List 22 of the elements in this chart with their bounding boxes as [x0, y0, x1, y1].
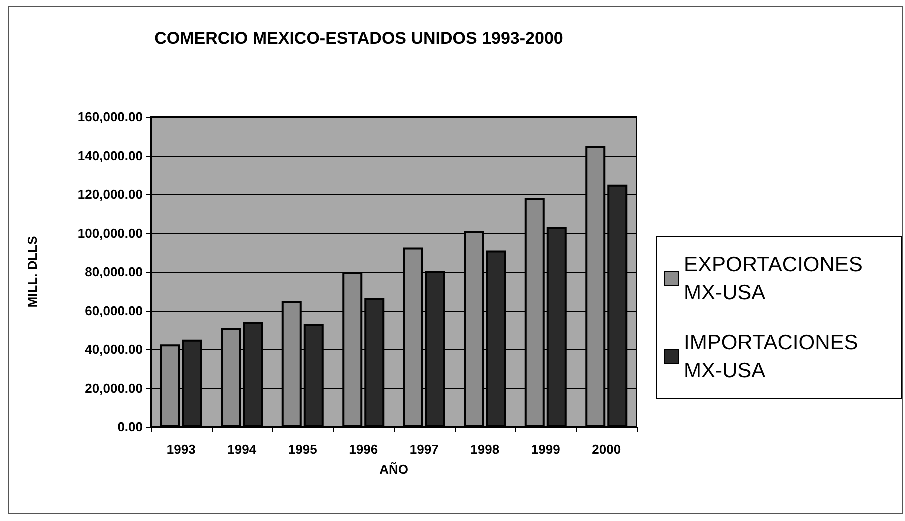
- x-tick-label: 1994: [228, 442, 258, 457]
- x-tick-label: 1997: [410, 442, 439, 457]
- x-axis-title: AÑO: [380, 462, 408, 477]
- y-tick-label: 0.00: [118, 420, 143, 434]
- x-tick-label: 1993: [166, 442, 196, 457]
- chart-title: COMERCIO MEXICO-ESTADOS UNIDOS 1993-2000: [154, 29, 564, 48]
- y-tick-label: 140,000.00: [78, 148, 143, 164]
- y-tick-label: 100,000.00: [78, 226, 143, 241]
- y-tick-label: 160,000.00: [78, 110, 143, 124]
- legend-label: EXPORTACIONES MX-USA: [684, 254, 869, 304]
- y-tick-label: 60,000.00: [85, 303, 143, 318]
- x-tick-label: 1995: [288, 442, 318, 457]
- x-tick-label: 2000: [592, 442, 622, 457]
- x-tick-label: 1998: [470, 442, 500, 457]
- y-tick-label: 40,000.00: [85, 342, 143, 357]
- x-tick-label: 1999: [531, 442, 560, 457]
- legend-label: IMPORTACIONES MX-USA: [684, 332, 864, 382]
- y-tick-label: 20,000.00: [85, 380, 143, 396]
- y-tick-label: 80,000.00: [85, 264, 143, 280]
- x-tick-label: 1996: [349, 442, 378, 457]
- y-tick-label: 120,000.00: [78, 187, 143, 202]
- y-axis-title: MILL. DLLS: [25, 236, 40, 308]
